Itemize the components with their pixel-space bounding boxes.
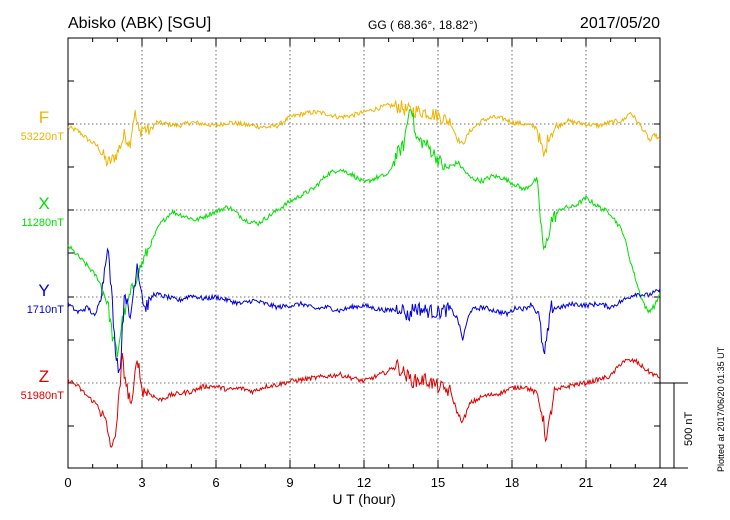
series-name-f: F [39, 108, 49, 127]
series-name-z: Z [39, 367, 49, 386]
x-tick-label: 21 [579, 475, 593, 490]
x-tick-label: 9 [286, 475, 293, 490]
series-line-y [67, 247, 661, 374]
scale-bar: 500 nT [660, 382, 695, 469]
x-tick-label: 0 [64, 475, 71, 490]
series-baseline-x: 11280nT [21, 217, 64, 229]
scale-bar-label: 500 nT [683, 411, 695, 446]
x-axis-label: U T (hour) [332, 491, 395, 507]
series-name-x: X [38, 194, 49, 213]
series-line-f [67, 100, 661, 167]
x-tick-label: 6 [212, 475, 219, 490]
series-baseline-f: 53220nT [21, 131, 65, 143]
series-line-x [67, 109, 661, 358]
series-baseline-y: 1710nT [27, 304, 65, 316]
series-line-z [67, 353, 661, 448]
x-axis: 0 3 6 9 12 15 18 21 24 [64, 38, 667, 490]
series-labels: F 53220nT X 11280nT Y 1710nT Z 51980nT [21, 108, 65, 402]
series-name-y: Y [38, 281, 49, 300]
date-label: 2017/05/20 [580, 15, 660, 32]
grid-lines [68, 38, 660, 468]
x-tick-label: 18 [505, 475, 519, 490]
x-tick-label: 3 [138, 475, 145, 490]
plotted-note: Plotted at 2017/06/20 01:35 UT [716, 346, 726, 472]
coords-label: GG ( 68.36°, 18.82°) [368, 18, 478, 32]
x-tick-label: 12 [357, 475, 371, 490]
series-baseline-z: 51980nT [21, 390, 65, 402]
x-tick-label: 15 [431, 475, 445, 490]
station-title: Abisko (ABK) [SGU] [68, 15, 211, 32]
traces [67, 100, 661, 448]
x-tick-label: 24 [653, 475, 667, 490]
